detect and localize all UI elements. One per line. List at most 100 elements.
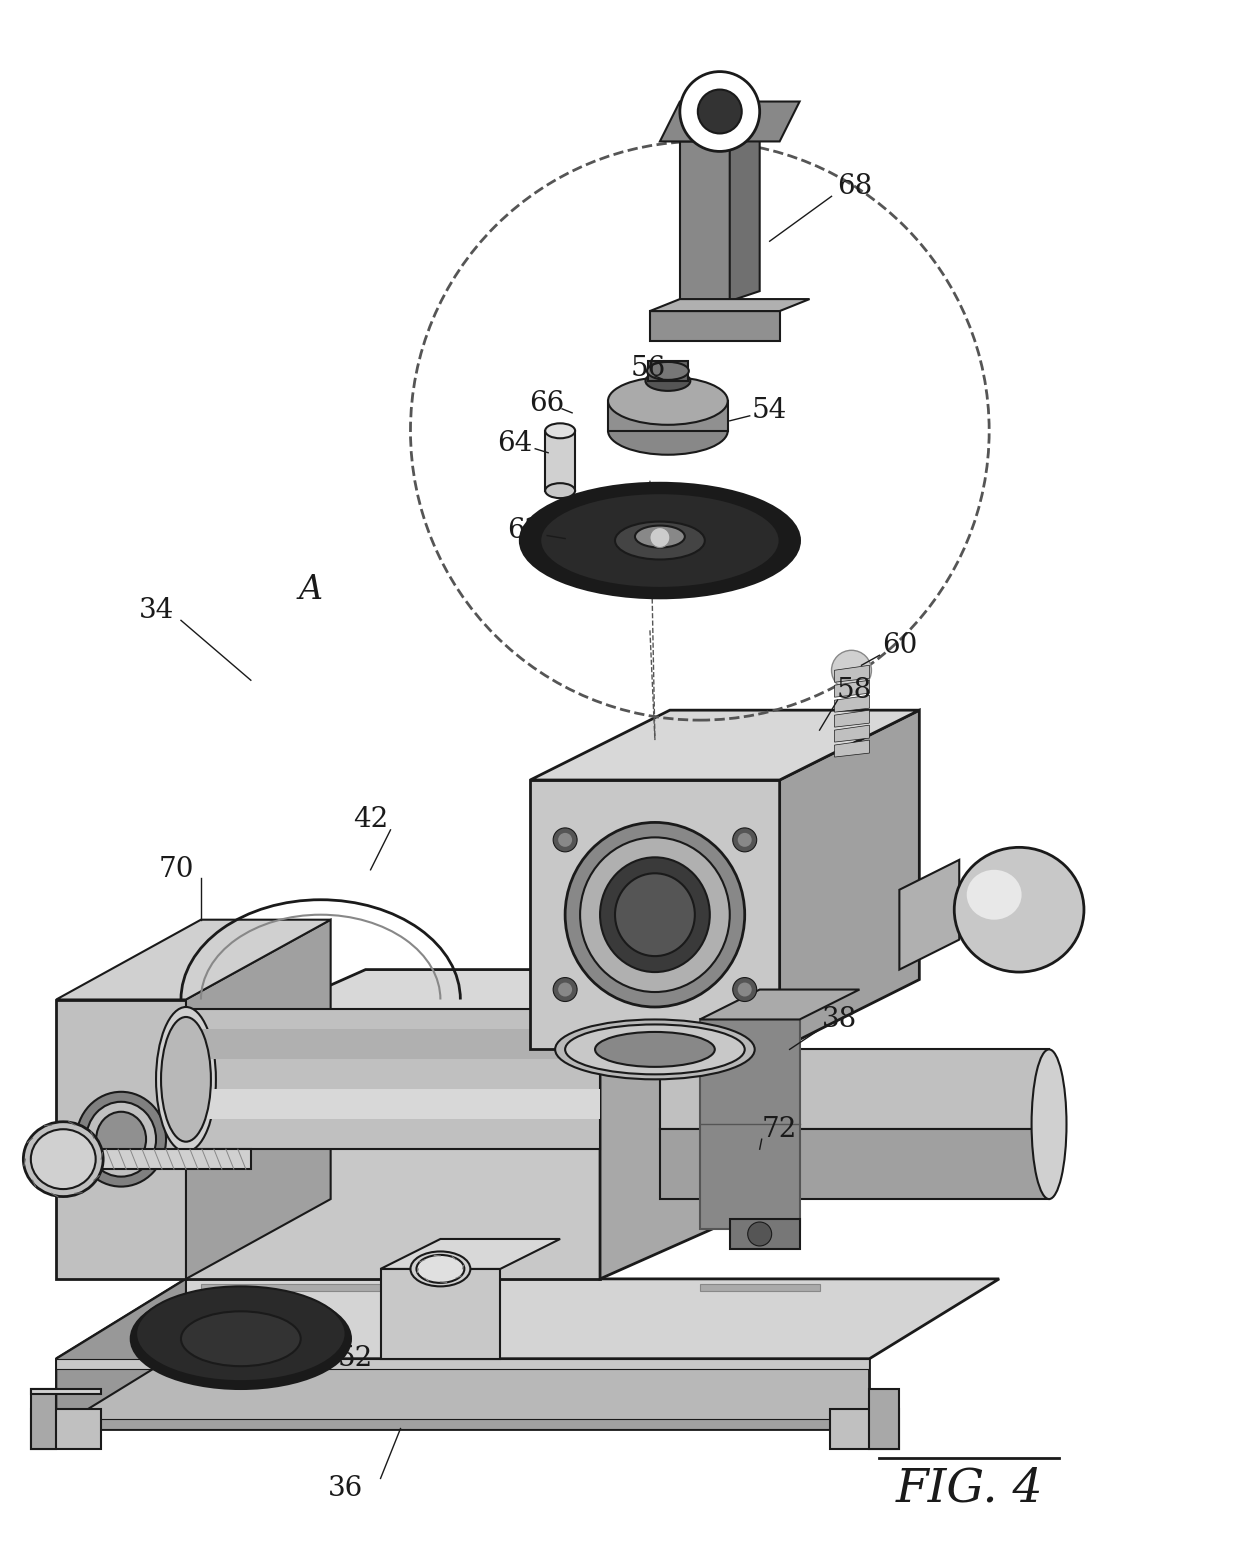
Ellipse shape [24, 1121, 103, 1196]
Polygon shape [186, 969, 780, 1049]
Polygon shape [699, 990, 859, 1019]
Text: 52: 52 [339, 1345, 373, 1372]
Polygon shape [899, 860, 960, 969]
Circle shape [738, 982, 751, 996]
Text: 56: 56 [630, 355, 666, 382]
Ellipse shape [161, 1016, 211, 1142]
Ellipse shape [646, 371, 691, 392]
Polygon shape [56, 1359, 869, 1369]
Circle shape [832, 650, 872, 691]
Circle shape [738, 833, 751, 847]
Ellipse shape [556, 1019, 755, 1079]
Polygon shape [608, 401, 728, 431]
Ellipse shape [967, 869, 1022, 919]
Text: 34: 34 [139, 597, 174, 623]
Circle shape [733, 977, 756, 1002]
Circle shape [553, 828, 577, 852]
Polygon shape [660, 1129, 1049, 1200]
Ellipse shape [97, 1112, 146, 1167]
Ellipse shape [546, 423, 575, 438]
Ellipse shape [541, 493, 780, 587]
Polygon shape [780, 709, 919, 1049]
Ellipse shape [565, 822, 745, 1007]
Ellipse shape [136, 1286, 346, 1381]
Circle shape [680, 72, 760, 152]
Ellipse shape [131, 1289, 351, 1389]
Ellipse shape [595, 1032, 714, 1066]
Polygon shape [546, 431, 575, 490]
Text: 38: 38 [822, 1005, 857, 1034]
Polygon shape [31, 1389, 102, 1394]
Polygon shape [699, 1284, 820, 1290]
Polygon shape [660, 102, 800, 141]
Text: 62: 62 [507, 517, 543, 543]
Circle shape [748, 1221, 771, 1247]
Polygon shape [381, 1268, 500, 1359]
Polygon shape [730, 1218, 800, 1250]
Polygon shape [102, 1149, 250, 1170]
Circle shape [733, 828, 756, 852]
Ellipse shape [608, 377, 728, 424]
Circle shape [558, 833, 572, 847]
Polygon shape [531, 780, 780, 1049]
Polygon shape [835, 695, 869, 713]
Text: 36: 36 [329, 1475, 363, 1502]
Polygon shape [869, 1389, 899, 1449]
Ellipse shape [600, 857, 709, 972]
Text: 42: 42 [353, 806, 388, 833]
Ellipse shape [565, 1024, 745, 1074]
Text: 70: 70 [159, 857, 193, 883]
Ellipse shape [76, 1092, 166, 1187]
Text: 66: 66 [529, 390, 564, 418]
Polygon shape [186, 1029, 600, 1059]
Text: 60: 60 [882, 631, 918, 659]
Polygon shape [680, 141, 730, 301]
Polygon shape [31, 1389, 56, 1449]
Polygon shape [835, 666, 869, 683]
Text: FIG. 4: FIG. 4 [895, 1466, 1043, 1511]
Ellipse shape [647, 362, 689, 381]
Polygon shape [699, 1019, 800, 1229]
Polygon shape [650, 299, 810, 312]
Ellipse shape [635, 526, 684, 548]
Text: 68: 68 [837, 172, 872, 200]
Polygon shape [186, 1090, 600, 1120]
Circle shape [650, 528, 670, 548]
Ellipse shape [615, 521, 704, 559]
Polygon shape [680, 132, 760, 141]
Ellipse shape [615, 874, 694, 957]
Polygon shape [830, 1408, 899, 1449]
Ellipse shape [1032, 1049, 1066, 1200]
Polygon shape [56, 919, 331, 999]
Polygon shape [381, 1239, 560, 1268]
Ellipse shape [156, 1007, 216, 1151]
Ellipse shape [417, 1254, 464, 1283]
Ellipse shape [521, 484, 800, 598]
Ellipse shape [181, 1311, 301, 1366]
Polygon shape [730, 132, 760, 301]
Polygon shape [186, 1010, 600, 1149]
Text: 64: 64 [497, 431, 533, 457]
Polygon shape [600, 969, 780, 1279]
Circle shape [558, 982, 572, 996]
Ellipse shape [546, 484, 575, 498]
Polygon shape [835, 680, 869, 697]
Text: 54: 54 [751, 398, 787, 424]
Circle shape [553, 977, 577, 1002]
Ellipse shape [410, 1251, 470, 1286]
Polygon shape [650, 312, 780, 341]
Text: 72: 72 [761, 1115, 797, 1143]
Ellipse shape [955, 847, 1084, 972]
Ellipse shape [608, 407, 728, 454]
Polygon shape [201, 1284, 381, 1290]
Polygon shape [835, 725, 869, 742]
Polygon shape [56, 1419, 869, 1428]
Polygon shape [56, 1279, 999, 1359]
Polygon shape [649, 360, 688, 381]
Polygon shape [660, 1049, 1049, 1129]
Text: A: A [299, 575, 322, 606]
Ellipse shape [580, 838, 730, 991]
Polygon shape [835, 741, 869, 756]
Polygon shape [531, 709, 919, 780]
Polygon shape [186, 919, 331, 1279]
